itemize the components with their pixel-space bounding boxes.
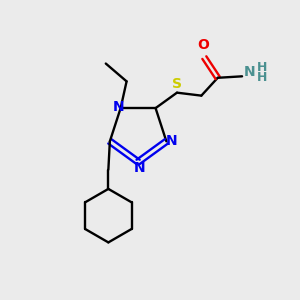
Text: H: H: [257, 71, 267, 84]
Text: O: O: [197, 38, 209, 52]
Text: N: N: [112, 100, 124, 114]
Text: H: H: [257, 61, 267, 74]
Text: S: S: [172, 77, 182, 91]
Text: N: N: [134, 161, 146, 176]
Text: N: N: [166, 134, 178, 148]
Text: N: N: [244, 65, 255, 80]
